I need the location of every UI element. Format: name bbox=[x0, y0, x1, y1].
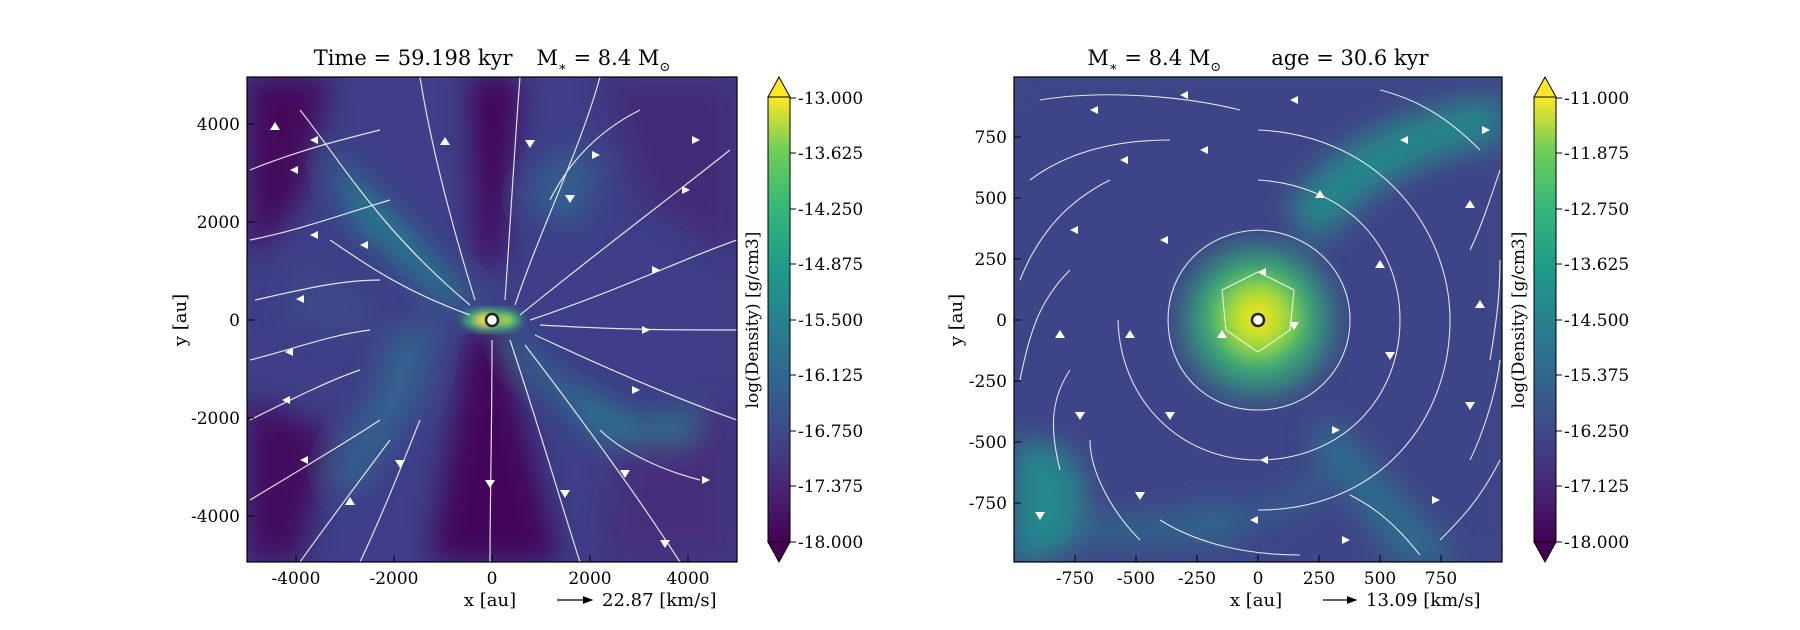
right-ytick: 500 bbox=[975, 189, 1007, 209]
right-cbar-tick: -11.000 bbox=[1564, 89, 1629, 109]
right-cbar-tick: -17.125 bbox=[1564, 477, 1629, 497]
left-cbar-tick: -14.250 bbox=[798, 200, 863, 220]
left-cbar-tick: -15.500 bbox=[798, 311, 863, 331]
right-xtick: -250 bbox=[1178, 569, 1216, 589]
left-cbar-tick: -18.000 bbox=[798, 533, 863, 553]
right-xlabel: x [au] bbox=[1230, 590, 1282, 611]
left-ticks bbox=[247, 123, 689, 562]
left-density-map bbox=[247, 77, 737, 562]
right-xtick: 750 bbox=[1425, 569, 1457, 589]
right-ytick: 750 bbox=[975, 128, 1007, 148]
left-cbar-tick: -16.750 bbox=[798, 422, 863, 442]
right-cbar-tick: -14.500 bbox=[1564, 311, 1629, 331]
right-ytick: -750 bbox=[969, 494, 1007, 514]
right-vector-arrows bbox=[1035, 91, 1490, 544]
right-cbar-tick: -16.250 bbox=[1564, 422, 1629, 442]
right-cbar-tick: -11.875 bbox=[1564, 144, 1629, 164]
left-xtick: 4000 bbox=[666, 569, 709, 589]
left-ytick-labels: 4000 2000 0 -2000 -4000 bbox=[191, 115, 240, 527]
left-cbar-label: log(Density) [g/cm3] bbox=[743, 232, 763, 409]
left-cbar-tick: -13.625 bbox=[798, 144, 863, 164]
right-cbar-tick: -15.375 bbox=[1564, 366, 1629, 386]
right-ticks bbox=[1014, 136, 1442, 562]
left-cbar-tick: -14.875 bbox=[798, 255, 863, 275]
right-xtick: -750 bbox=[1056, 569, 1094, 589]
left-quiver-key: 22.87 [km/s] bbox=[557, 590, 717, 611]
left-colorbar: -13.000 -13.625 -14.250 -14.875 -15.500 … bbox=[743, 75, 863, 564]
left-cbar-tick: -13.000 bbox=[798, 89, 863, 109]
left-xtick: 2000 bbox=[568, 569, 611, 589]
left-xtick: 0 bbox=[487, 569, 498, 589]
left-xlabel: x [au] bbox=[464, 590, 516, 611]
right-star-marker bbox=[1250, 312, 1266, 328]
right-quiver-key-label: 13.09 [km/s] bbox=[1366, 590, 1481, 611]
left-ytick: 4000 bbox=[197, 115, 240, 135]
right-xtick-labels: -750 -500 -250 0 250 500 750 bbox=[1056, 569, 1457, 589]
left-vector-arrows bbox=[270, 122, 710, 548]
right-ytick: 0 bbox=[996, 311, 1007, 331]
right-xtick: 250 bbox=[1303, 569, 1335, 589]
right-panel: M∗ = 8.4 M⊙ age = 30.6 kyr bbox=[946, 46, 1629, 611]
right-xtick: 500 bbox=[1364, 569, 1396, 589]
right-density-map bbox=[1014, 77, 1502, 562]
right-cbar-tick: -13.625 bbox=[1564, 255, 1629, 275]
right-ytick: -250 bbox=[969, 372, 1007, 392]
left-panel: Time = 59.198 kyr M∗ = 8.4 M⊙ bbox=[170, 46, 863, 611]
right-quiver-key: 13.09 [km/s] bbox=[1323, 590, 1481, 611]
right-ylabel: y [au] bbox=[946, 294, 967, 347]
left-star-marker bbox=[484, 312, 500, 328]
right-cbar-tick: -18.000 bbox=[1564, 533, 1629, 553]
right-colorbar: -11.000 -11.875 -12.750 -13.625 -14.500 … bbox=[1509, 75, 1629, 564]
left-cbar-tick: -16.125 bbox=[798, 366, 863, 386]
right-streamlines bbox=[1019, 89, 1501, 556]
right-ytick: 250 bbox=[975, 250, 1007, 270]
left-ytick: 0 bbox=[229, 311, 240, 331]
left-panel-title: Time = 59.198 kyr M∗ = 8.4 M⊙ bbox=[314, 46, 671, 75]
left-xtick: -4000 bbox=[271, 569, 320, 589]
right-cbar-label: log(Density) [g/cm3] bbox=[1509, 232, 1529, 409]
left-ytick: -4000 bbox=[191, 507, 240, 527]
right-cbar-tick: -12.750 bbox=[1564, 200, 1629, 220]
left-ytick: 2000 bbox=[197, 213, 240, 233]
right-xtick: 0 bbox=[1253, 569, 1264, 589]
left-streamlines bbox=[249, 77, 737, 562]
left-xtick: -2000 bbox=[369, 569, 418, 589]
right-panel-title: M∗ = 8.4 M⊙ age = 30.6 kyr bbox=[1087, 46, 1429, 75]
left-ylabel: y [au] bbox=[170, 294, 191, 347]
left-cbar-tick: -17.375 bbox=[798, 477, 863, 497]
left-ytick: -2000 bbox=[191, 409, 240, 429]
left-quiver-key-label: 22.87 [km/s] bbox=[602, 590, 717, 611]
right-xtick: -500 bbox=[1117, 569, 1155, 589]
left-xtick-labels: -4000 -2000 0 2000 4000 bbox=[271, 569, 709, 589]
right-ytick-labels: 750 500 250 0 -250 -500 -750 bbox=[969, 128, 1007, 514]
right-ytick: -500 bbox=[969, 433, 1007, 453]
